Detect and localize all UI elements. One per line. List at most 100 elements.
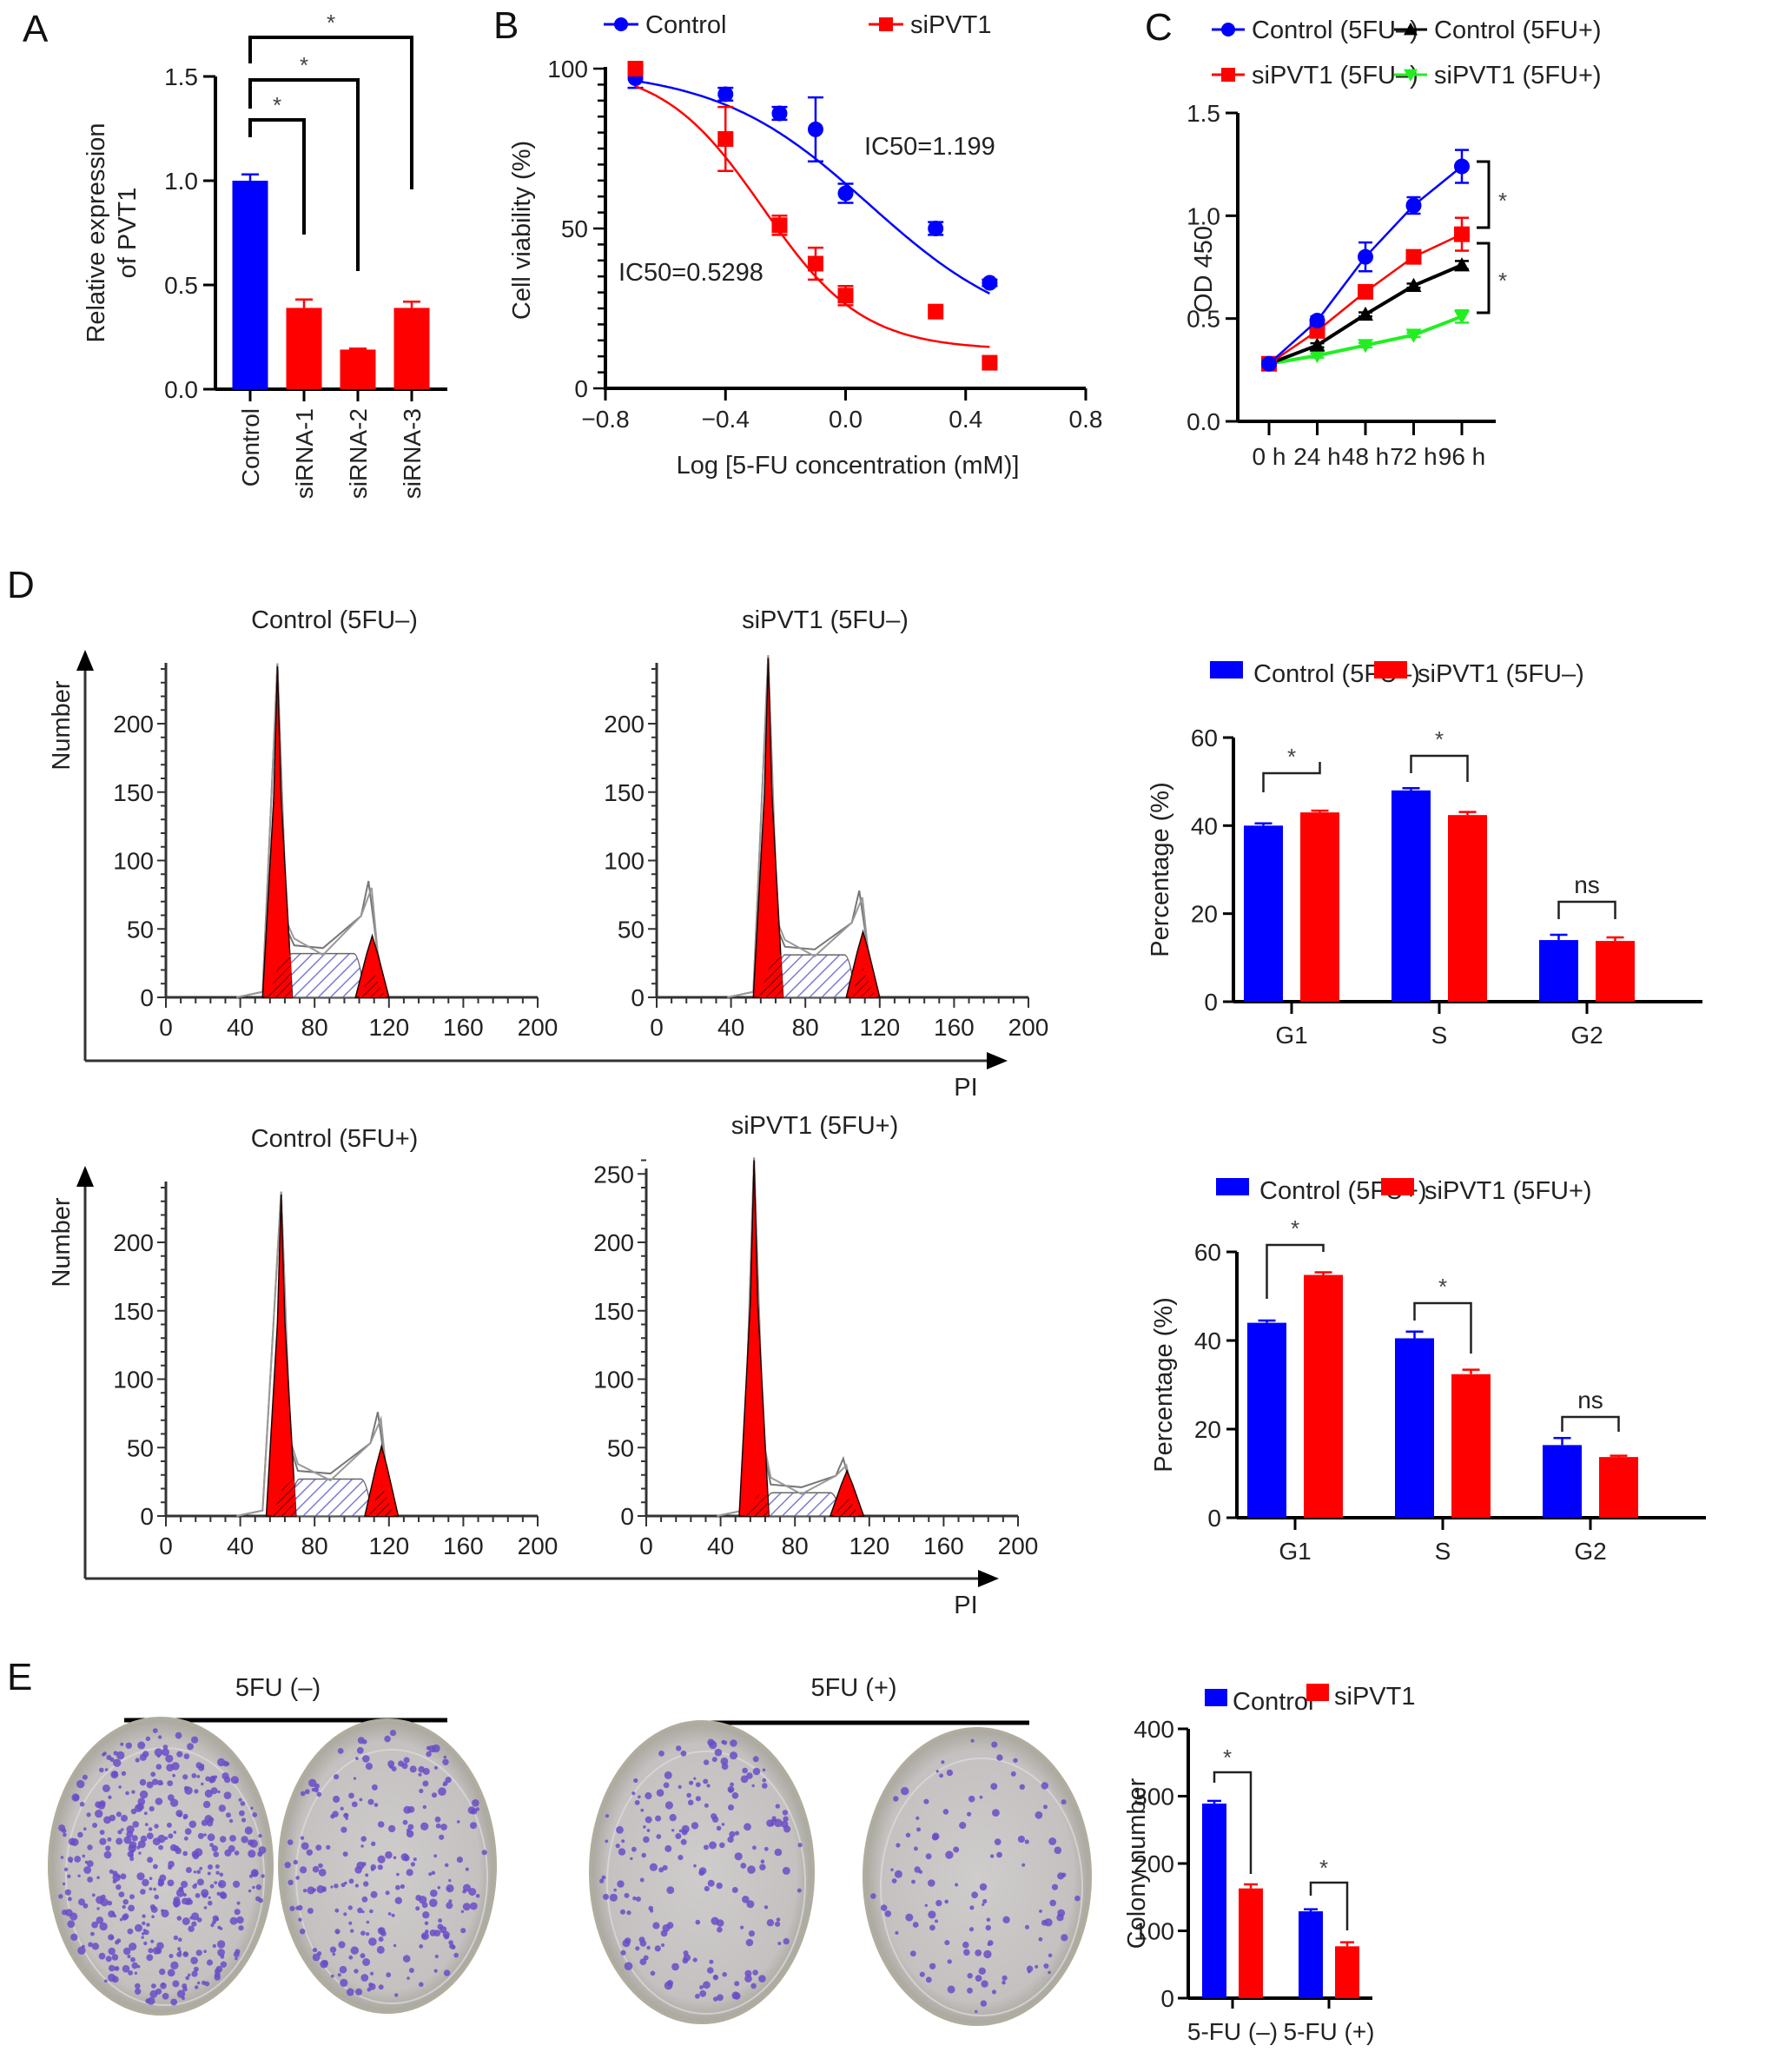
colony [1021,1863,1026,1867]
significance-star: * [300,52,308,78]
colony [320,1960,328,1969]
colony [168,1864,173,1870]
colony [925,1853,932,1860]
colony [252,1812,258,1817]
colony [330,1885,334,1889]
legend-label: siPVT1 (5FU+) [1434,62,1602,89]
bar [1596,941,1635,1002]
colony [99,1837,107,1845]
x-arrow-icon [987,1052,1008,1069]
data-point [771,217,788,234]
legend-label: siPVT1 (5FU+) [1425,1177,1592,1205]
colony [233,1880,241,1888]
colony [146,1832,154,1840]
x-tick-label: 5-FU (+) [1284,2018,1375,2045]
colony [126,1825,135,1834]
colony [716,1919,724,1927]
colony [360,1930,366,1936]
colony [734,1852,743,1861]
legend-label: Control (5FU+) [1434,17,1602,44]
significance-star: * [273,92,281,118]
colony [1010,1771,1016,1777]
colony [918,1870,923,1874]
colony [230,1776,239,1784]
colony [711,1757,717,1763]
colony [123,1836,132,1844]
y-tick-label: 0 [1204,989,1218,1016]
colony [214,1881,218,1885]
colony [121,1814,128,1822]
colony [207,1833,215,1842]
colony [318,1863,323,1869]
colony [197,1832,204,1839]
colony [980,2000,988,2007]
colony [394,1897,402,1904]
x-tick-label: 120 [368,1532,409,1559]
colony [347,1905,353,1910]
raw-histogram-outline [727,655,879,998]
colony [217,1925,221,1930]
colony [63,1832,67,1837]
colony [671,1829,675,1832]
colony [128,1844,136,1853]
colony [641,1852,646,1858]
x-tick-label: siRNA-3 [399,408,426,499]
colony [719,1842,725,1849]
colony [742,1896,750,1903]
colony [394,1993,399,1997]
colony [703,1778,709,1784]
colony [191,1912,200,1921]
colony [409,1765,417,1773]
y-tick-label: 0.5 [164,272,198,299]
colony [183,1785,189,1791]
x-tick-label: 24 h [1293,443,1341,470]
colony [709,1841,717,1850]
data-point [1454,158,1470,175]
colony [216,1940,226,1949]
colony [340,1806,344,1811]
colony [635,1946,640,1951]
colony [947,1985,955,1994]
colony [905,1832,911,1837]
colony [472,1799,479,1807]
data-point [837,288,854,304]
colony [408,1968,414,1973]
colony [73,1794,80,1801]
colony [678,1855,684,1861]
colony [975,1975,982,1983]
colony [646,1829,651,1832]
significance-star: * [1223,1744,1232,1771]
colony [446,1884,454,1893]
colony [1051,1883,1059,1890]
x-tick-label: 160 [934,1014,975,1041]
colony [978,1967,987,1975]
colony [103,1816,111,1824]
colony [386,1972,392,1978]
y-tick-label: 0.0 [1187,408,1220,435]
colony [221,1772,229,1780]
colony [148,1827,153,1831]
colony [717,1994,724,2002]
colony [187,1743,194,1751]
colony [167,1879,175,1887]
colony [678,1829,683,1833]
y-arrow-icon [76,650,94,671]
raw-histogram-outline [717,1157,863,1517]
colony [77,1831,83,1838]
x-tick-label: 0 [159,1014,173,1041]
y-tick-label: 50 [127,916,154,943]
significance-label: * [1291,1215,1299,1241]
colony [62,1882,66,1886]
colony [83,1903,89,1909]
y-tick-label: 0.5 [1187,306,1220,333]
colony [214,1971,221,1978]
colony [752,1767,761,1776]
colony [112,1879,117,1883]
colony [148,1948,154,1954]
colony [160,1983,167,1989]
colony [967,1973,973,1979]
colony [147,1857,154,1863]
s-phase-region [772,954,856,998]
x-tick-label: 160 [443,1014,484,1041]
